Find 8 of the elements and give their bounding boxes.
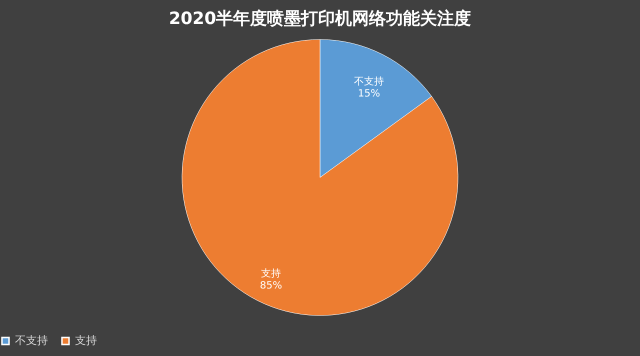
slice-label: 支持 xyxy=(260,268,281,280)
data-label: 85% xyxy=(260,280,282,292)
chart-title: 2020半年度喷墨打印机网络功能关注度 xyxy=(168,9,472,29)
pie-slice xyxy=(182,39,458,316)
legend-label: 不支持 xyxy=(15,334,48,347)
legend-label: 支持 xyxy=(75,334,97,347)
data-label: 15% xyxy=(358,88,380,100)
slice-label: 不支持 xyxy=(354,75,384,88)
